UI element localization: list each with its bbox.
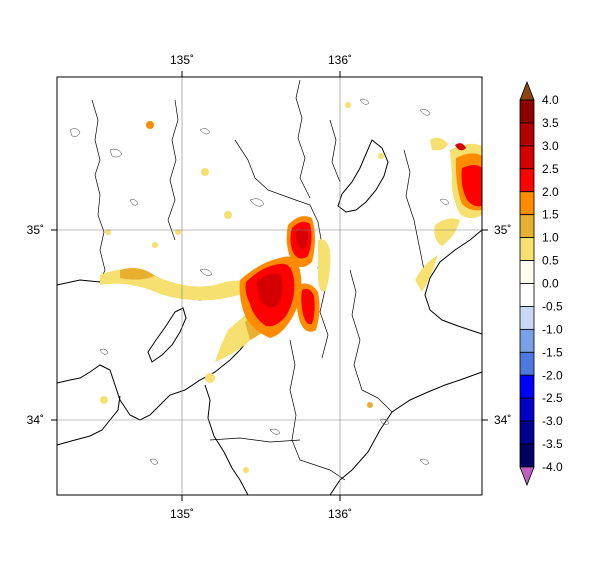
colorbar-label: -2.0	[542, 368, 563, 382]
contour-lines	[69, 98, 450, 465]
colorbar-swatch	[519, 283, 535, 307]
lon-label-bottom-136: 136˚	[328, 507, 352, 521]
colorbar-swatch	[519, 306, 535, 330]
colorbar-label: -2.5	[542, 391, 563, 405]
colorbar-swatch	[519, 260, 535, 284]
colorbar-top-arrow	[519, 80, 535, 101]
colorbar-swatch	[519, 237, 535, 261]
lon-label-bottom-135: 135˚	[170, 507, 194, 521]
colorbar-bottom-arrow	[519, 466, 535, 487]
colorbar-swatch	[519, 168, 535, 193]
lat-label-right-34: 34˚	[494, 413, 511, 427]
colorbar-label: 3.0	[542, 139, 559, 153]
colorbar-label: -3.5	[542, 437, 563, 451]
colorbar-swatch	[519, 122, 535, 147]
colorbar-label: -0.5	[542, 299, 563, 313]
colorbar-label: 2.5	[542, 162, 559, 176]
colorbar-swatch	[519, 374, 535, 399]
wakayama-coast	[204, 384, 249, 496]
colorbar-swatch	[519, 397, 535, 422]
lat-label-left-35: 35˚	[27, 223, 44, 237]
colorbar-swatch	[519, 191, 535, 216]
colorbar-label: 2.0	[542, 185, 559, 199]
colorbar-label: -1.0	[542, 322, 563, 336]
graticule	[57, 77, 482, 495]
colorbar: 4.0 3.5 3.0 2.5 2.0 1.5 1.0 0.5 0.0 -0.5 -1.0 -1.5 -…	[519, 80, 563, 487]
lon-label-top-136: 136˚	[328, 53, 352, 67]
colorbar-swatch	[519, 214, 535, 239]
lake-biwa	[337, 139, 389, 213]
colorbar-label: 0.5	[542, 254, 559, 268]
colorbar-swatch	[519, 443, 535, 468]
axis-ticks	[51, 71, 488, 501]
colorbar-swatch	[519, 145, 535, 170]
lon-label-top-135: 135˚	[170, 53, 194, 67]
lat-label-left-34: 34˚	[27, 413, 44, 427]
map-frame	[56, 76, 483, 496]
colorbar-swatch	[519, 99, 535, 124]
anomaly-fill	[100, 102, 482, 473]
colorbar-swatch	[519, 328, 535, 353]
colorbar-label: -1.5	[542, 345, 563, 359]
colorbar-label: -3.0	[542, 414, 563, 428]
ise-bay-coast	[424, 229, 483, 335]
colorbar-swatch	[519, 420, 535, 445]
colorbar-label: -4.0	[542, 460, 563, 474]
shikoku-coast	[56, 395, 121, 446]
awaji-island	[147, 307, 187, 363]
map-panel	[51, 71, 488, 501]
colorbar-label: 1.0	[542, 231, 559, 245]
colorbar-label: 4.0	[542, 93, 559, 107]
colorbar-swatch	[519, 351, 535, 376]
lat-label-right-35: 35˚	[494, 223, 511, 237]
colorbar-label: 0.0	[542, 277, 559, 291]
colorbar-label: 1.5	[542, 208, 559, 222]
colorbar-label: 3.5	[542, 116, 559, 130]
